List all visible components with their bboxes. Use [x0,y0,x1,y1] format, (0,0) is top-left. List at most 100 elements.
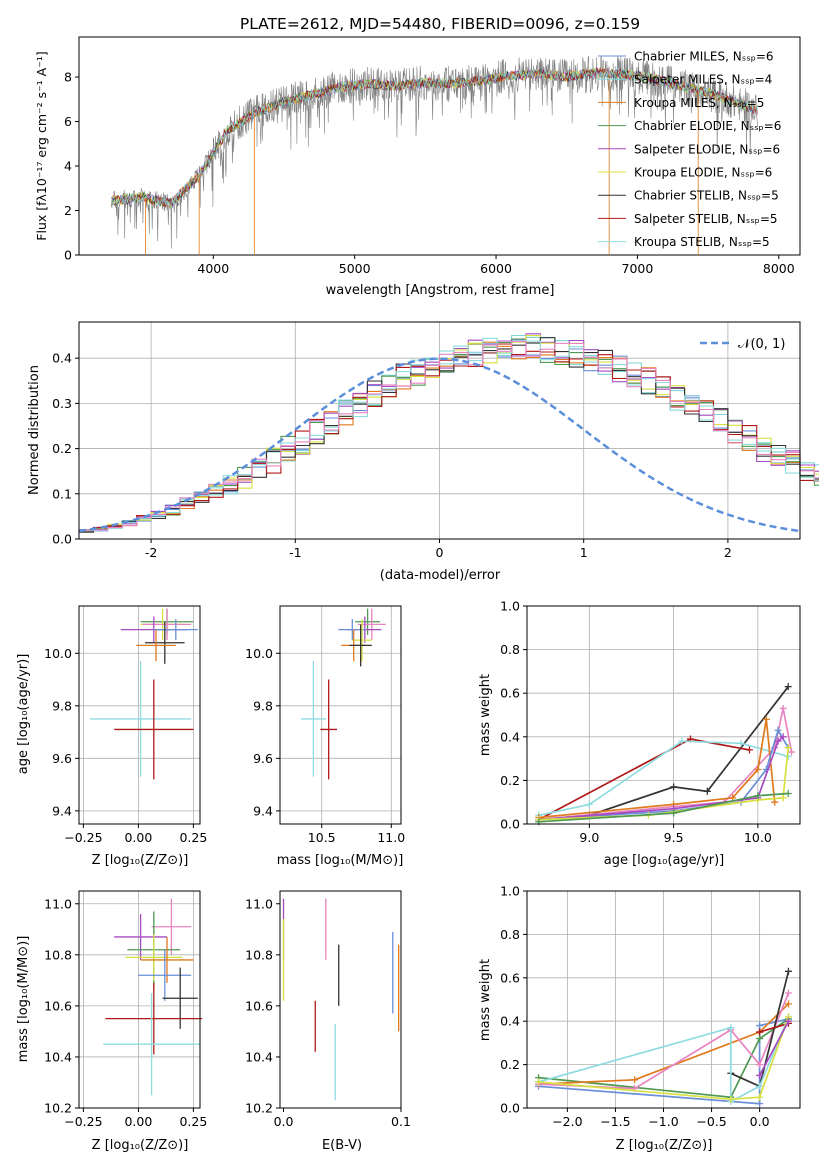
mass-vs-ebv-y-tick-label: 10.8 [245,947,273,962]
weight-vs-Z-x-tick-label: −0.5 [696,1114,726,1129]
mass-weight-marker [756,1082,764,1090]
legend-entry: Salpeter STELIB, Nₛₛₚ=5 [634,212,778,226]
legend-entry: Kroupa MILES, Nₛₛₚ=5 [634,96,764,110]
residual-axes-frame [78,321,801,540]
age-vs-Z-y-tick-label: 9.4 [52,803,72,818]
age-vs-mass-y-tick-label: 9.6 [253,751,273,766]
residual-x-tick-label: 2 [724,545,732,560]
weight-vs-Z-x-tick-label: −1.5 [600,1114,630,1129]
mass-weight-marker [535,1078,543,1086]
mass-weight-marker [756,1022,764,1030]
weight-vs-Z-y-tick-label: 1.0 [500,884,520,899]
weight-vs-Z-y-tick-label: 0.6 [500,970,520,985]
weight-vs-age-y-tick-label: 0.2 [500,773,520,788]
mass-weight-marker [784,1000,792,1008]
age-vs-Z-x-axis-label: Z [log₁₀(Z/Z⊙)] [92,853,189,868]
weight-vs-Z-y-tick-label: 0.0 [500,1101,520,1116]
mass-weight-marker [727,1024,735,1032]
mass-vs-ebv-y-tick-label: 11.0 [245,896,273,911]
mass-vs-ebv-panel: 0.0 0.1 10.2 10.4 10.6 10.8 11.0 [245,890,411,1129]
legend-entry: Chabrier MILES, Nₛₛₚ=6 [634,50,774,64]
age-vs-mass-y-tick-label: 9.4 [253,803,273,818]
residual-y-axis-label: Normed distribution [27,365,42,495]
spectrum-y-tick-label: 8 [64,70,72,85]
mass-vs-Z-x-tick-label: 0.25 [179,1114,207,1129]
weight-vs-age-x-tick-label: 9.5 [664,830,684,845]
mass-vs-ebv-x-tick-label: 0.0 [274,1114,294,1129]
mass-vs-Z-y-tick-label: 11.0 [44,896,72,911]
mass-weight-series [538,1016,790,1101]
weight-vs-Z-y-tick-label: 0.2 [500,1057,520,1072]
spectrum-x-axis-label: wavelength [Angstrom, rest frame] [326,283,555,298]
weight-vs-age-y-tick-label: 1.0 [500,599,520,614]
spectrum-x-tick-label: 5000 [339,261,371,276]
age-vs-mass-x-axis-label: mass [log₁₀(M/M⊙)] [277,853,404,868]
mass-weight-marker [754,792,762,800]
legend-entry: Kroupa ELODIE, Nₛₛₚ=6 [634,166,772,180]
weight-vs-age-x-tick-label: 10.0 [744,830,772,845]
mass-weight-series [538,1003,790,1085]
mass-vs-Z-x-tick-label: 0.00 [124,1114,152,1129]
residual-histogram-series [79,337,819,533]
residual-histogram-series [79,335,819,533]
mass-weight-series [538,792,789,823]
spectrum-ticks: 4000 5000 6000 7000 8000 0 2 4 6 8 [64,70,795,276]
mass-weight-marker [784,967,792,975]
mass-weight-marker [631,1076,639,1084]
mass-weight-marker [756,1093,764,1101]
age-vs-Z-y-tick-label: 9.6 [52,751,72,766]
spectrum-y-tick-label: 0 [64,248,72,263]
mass-weight-marker [774,726,782,734]
mass-weight-marker [771,798,779,806]
age-vs-Z-x-tick-label: 0.00 [124,830,152,845]
legend-entry: Chabrier ELODIE, Nₛₛₚ=6 [634,119,781,133]
mass-vs-Z-y-tick-label: 10.2 [44,1101,72,1116]
mass-weight-marker [784,989,792,997]
age-vs-Z-x-tick-label: 0.25 [179,830,207,845]
mass-weight-marker [779,704,787,712]
age-vs-Z-panel: −0.25 0.00 0.25 9.4 9.6 9.8 10.0 [44,605,207,845]
mass-weight-series [538,728,789,821]
mass-weight-marker [756,1028,764,1036]
mass-vs-Z-axes-frame [78,890,201,1109]
mass-weight-marker [788,748,796,756]
spectrum-y-tick-label: 6 [64,114,72,129]
age-vs-mass-x-tick-label: 11.0 [377,830,405,845]
mass-vs-Z-x-tick-label: −0.25 [64,1114,102,1129]
age-vs-mass-panel: 10.5 11.0 9.4 9.6 9.8 10.0 [245,605,405,845]
age-vs-Z-y-axis-label: age [log₁₀(age/yr)] [16,654,31,775]
mass-weight-marker [745,746,753,754]
residual-y-tick-label: 0.0 [52,532,72,547]
age-vs-Z-axes-frame [78,605,201,825]
mass-weight-marker [784,789,792,797]
spectrum-model-line [111,67,758,209]
mass-vs-Z-y-tick-label: 10.4 [44,1049,72,1064]
weight-vs-age-x-tick-label: 9.0 [579,830,599,845]
mass-weight-marker [779,794,787,802]
spectrum-x-tick-label: 4000 [197,261,229,276]
mass-weight-marker [727,1095,735,1103]
spectrum-x-tick-label: 6000 [480,261,512,276]
spectrum-legend: Chabrier MILES, Nₛₛₚ=6 Salpeter MILES, Nₛ… [598,50,781,249]
mass-weight-marker [737,739,745,747]
weight-vs-age-y-tick-label: 0.0 [500,817,520,832]
normal-legend-label: 𝒩(0, 1) [738,337,785,352]
spectrum-x-tick-label: 8000 [763,261,795,276]
residual-y-tick-label: 0.4 [52,351,72,366]
weight-vs-age-y-tick-label: 0.4 [500,729,520,744]
mass-weight-series [538,719,776,819]
mass-vs-ebv-x-tick-label: 0.1 [391,1114,411,1129]
weight-vs-age-axes-frame [526,605,801,825]
weight-vs-Z-axes-frame [526,890,801,1109]
normal-curve [78,357,801,533]
legend-entry: Chabrier STELIB, Nₛₛₚ=5 [634,189,779,203]
mass-weight-marker [784,683,792,691]
spectrum-y-tick-label: 2 [64,203,72,218]
small-panels: −0.25 0.00 0.25 9.4 9.6 9.8 10.0 10.5 11.0 9.4 9.6… [44,599,801,1129]
mass-vs-ebv-y-tick-label: 10.4 [245,1049,273,1064]
mass-weight-series [759,1022,789,1033]
weight-vs-age-panel: 9.0 9.5 10.0 0.0 0.2 0.4 0.6 0.8 1.0 [500,599,801,845]
weight-vs-age-y-tick-label: 0.6 [500,686,520,701]
weight-vs-Z-x-axis-label: Z [log₁₀(Z/Z⊙)] [616,1138,713,1153]
